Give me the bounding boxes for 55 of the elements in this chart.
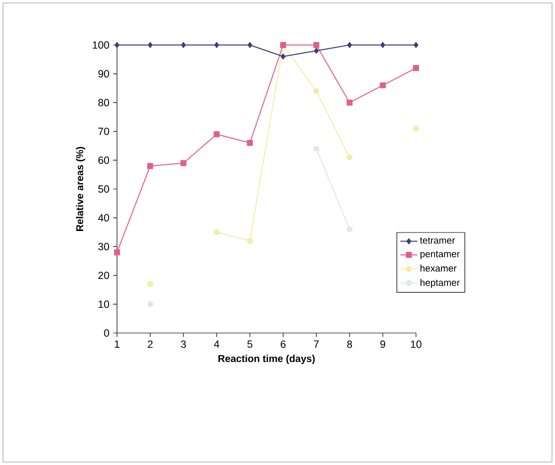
point — [413, 126, 419, 132]
point — [313, 88, 320, 94]
y-tick-label: 20 — [98, 272, 110, 280]
point — [214, 131, 220, 138]
legend-label: hexamer — [420, 264, 457, 272]
point — [246, 140, 253, 146]
point — [180, 160, 186, 166]
point — [246, 238, 253, 244]
point — [346, 100, 353, 106]
y-axis-title: Relative areas (%) — [76, 146, 86, 231]
point — [147, 162, 154, 169]
point — [214, 42, 220, 48]
point — [114, 42, 120, 48]
y-tick-label: 0 — [104, 329, 110, 337]
x-tick-label: 8 — [347, 340, 352, 348]
point — [414, 42, 418, 48]
y-tick-label: 10 — [98, 300, 110, 308]
legend-label: pentamer — [420, 251, 460, 260]
y-tick-label: 100 — [92, 41, 110, 49]
y-tick-label: 50 — [98, 185, 110, 193]
y-tick-label: 80 — [98, 98, 110, 106]
point — [280, 54, 286, 60]
point — [346, 154, 353, 160]
point — [248, 42, 252, 48]
point — [380, 42, 386, 48]
x-tick-label: 5 — [247, 340, 252, 348]
point — [413, 65, 419, 72]
point — [181, 42, 186, 48]
point — [148, 42, 153, 48]
legend-label: tetramer — [420, 237, 455, 244]
x-axis-title: Reaction time (days) — [218, 354, 315, 364]
point — [380, 82, 386, 88]
y-tick-label: 60 — [98, 156, 110, 164]
y-tick-label: 90 — [98, 70, 110, 78]
y-tick-label: 40 — [98, 214, 110, 222]
point — [147, 301, 154, 308]
point — [314, 48, 319, 54]
point — [346, 226, 353, 232]
x-tick-label: 1 — [114, 340, 120, 348]
y-tick-label: 30 — [98, 242, 110, 250]
point — [114, 249, 120, 256]
point — [347, 42, 352, 48]
x-tick-label: 4 — [214, 340, 220, 348]
point — [313, 42, 320, 48]
point — [147, 281, 154, 288]
x-tick-label: 2 — [148, 340, 153, 348]
point — [313, 146, 320, 152]
x-tick-label: 10 — [410, 340, 422, 348]
x-tick-label: 6 — [280, 340, 286, 348]
y-tick-label: 70 — [98, 128, 110, 136]
x-tick-label: 7 — [314, 340, 319, 348]
point — [214, 229, 220, 236]
x-tick-label: 3 — [180, 340, 186, 348]
legend-label: heptamer — [420, 278, 460, 288]
x-tick-label: 9 — [380, 340, 386, 348]
